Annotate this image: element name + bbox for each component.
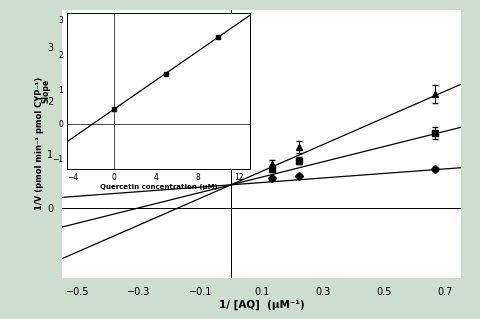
X-axis label: 1/ [AQ]  (μM⁻¹): 1/ [AQ] (μM⁻¹)	[219, 299, 304, 310]
Y-axis label: 1/V (pmol min⁻¹ pmol CYP⁻¹): 1/V (pmol min⁻¹ pmol CYP⁻¹)	[36, 77, 44, 210]
X-axis label: Quercetin concentration (μM): Quercetin concentration (μM)	[99, 184, 217, 189]
Y-axis label: Slope: Slope	[41, 79, 50, 103]
